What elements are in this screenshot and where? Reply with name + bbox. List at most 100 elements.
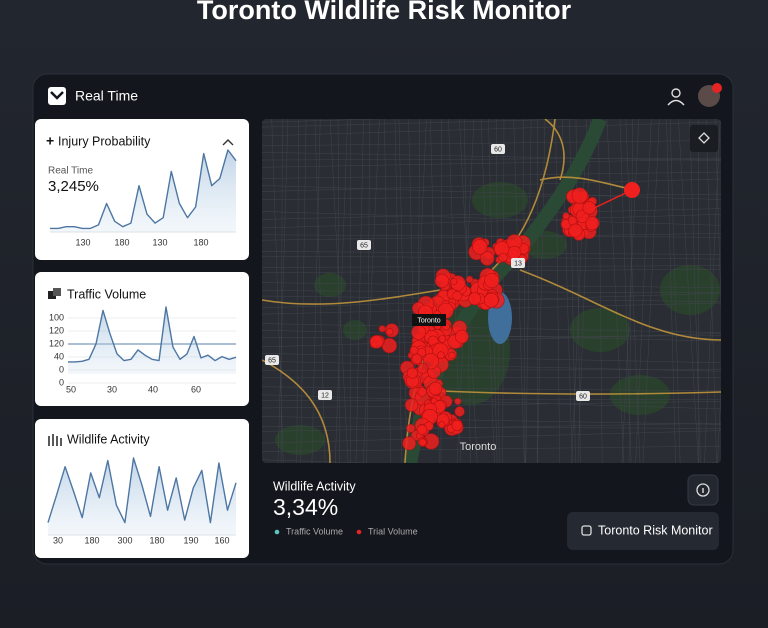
panel-title: Traffic Volume xyxy=(67,287,146,301)
street xyxy=(262,459,721,463)
incident-marker xyxy=(422,353,440,370)
street xyxy=(262,353,721,364)
incident-marker xyxy=(369,335,384,349)
map[interactable]: 60 13 65 12 60 65 Toronto Toronto xyxy=(245,110,734,491)
incident-marker xyxy=(507,245,522,260)
incident-marker xyxy=(624,182,640,198)
incident-marker xyxy=(466,275,474,284)
street xyxy=(669,119,681,463)
highway xyxy=(519,269,721,341)
incident-marker xyxy=(450,278,458,285)
street xyxy=(619,119,632,463)
street xyxy=(536,119,539,463)
street xyxy=(513,119,525,463)
panel-title: Injury Probability xyxy=(58,134,151,148)
traffic-icon xyxy=(48,288,61,299)
x-label: 30 xyxy=(53,535,63,545)
incident-marker xyxy=(448,351,456,360)
incident-marker xyxy=(438,421,446,429)
street xyxy=(262,119,721,128)
incident-marker xyxy=(454,406,465,417)
incident-marker xyxy=(404,398,419,412)
y-label: 0 xyxy=(59,377,64,387)
incident-marker xyxy=(386,328,394,336)
legend-label: Traffic Volume xyxy=(286,526,343,536)
x-label: 60 xyxy=(191,384,201,394)
wildlife-icon xyxy=(48,434,62,446)
road-label: 65 xyxy=(268,357,276,364)
street xyxy=(262,152,721,161)
panel-value: 3,245% xyxy=(48,178,99,195)
street xyxy=(262,335,721,338)
park xyxy=(660,265,720,315)
incident-marker xyxy=(585,216,600,231)
street xyxy=(523,119,526,463)
street xyxy=(666,119,676,463)
map-control[interactable] xyxy=(690,125,718,152)
street xyxy=(262,401,721,409)
x-label: 300 xyxy=(117,535,132,545)
incident-marker xyxy=(571,187,588,204)
collapse-icon[interactable] xyxy=(222,139,234,146)
incident-marker xyxy=(411,353,423,365)
x-label: 130 xyxy=(75,237,90,247)
incident-marker xyxy=(411,324,426,340)
street xyxy=(561,119,573,463)
street xyxy=(678,119,699,463)
incident-marker xyxy=(498,252,508,263)
street xyxy=(262,211,721,226)
incident-marker xyxy=(378,325,386,333)
risk-button[interactable] xyxy=(567,512,719,550)
incident-marker xyxy=(480,251,495,266)
street xyxy=(262,121,721,137)
avatar[interactable] xyxy=(698,83,722,107)
incident-marker xyxy=(406,367,418,379)
street xyxy=(642,119,660,463)
street xyxy=(262,386,721,392)
area xyxy=(68,307,236,374)
road-label: 12 xyxy=(321,392,329,399)
street xyxy=(577,119,591,463)
info-icon xyxy=(696,483,710,497)
footer-value: 3,34% xyxy=(273,494,338,520)
street xyxy=(277,119,289,463)
street xyxy=(262,445,721,452)
street xyxy=(262,171,721,179)
street xyxy=(262,416,721,425)
x-label: 180 xyxy=(84,535,99,545)
incident-marker xyxy=(417,387,427,397)
y-label: 100 xyxy=(49,312,64,322)
road-label: 60 xyxy=(579,393,587,400)
x-label: 190 xyxy=(183,535,198,545)
city-label: Toronto xyxy=(460,441,497,453)
incident-marker xyxy=(451,419,463,431)
panel-subtitle: Real Time xyxy=(48,166,93,177)
street xyxy=(262,193,721,200)
road-label: 13 xyxy=(514,260,522,267)
incident-marker xyxy=(568,223,583,238)
incident-marker xyxy=(454,397,462,405)
road-shield xyxy=(491,144,505,154)
incident-marker xyxy=(484,273,500,289)
street xyxy=(262,157,721,161)
street xyxy=(262,333,721,348)
x-label: 160 xyxy=(214,535,229,545)
line xyxy=(50,149,237,230)
y-label: 0 xyxy=(59,364,64,374)
incident-marker xyxy=(562,212,570,220)
button-label[interactable]: Toronto Risk Monitor xyxy=(598,523,713,537)
legend-dot xyxy=(356,529,362,535)
x-label: 50 xyxy=(66,384,76,394)
line xyxy=(47,457,237,524)
x-label: 180 xyxy=(114,237,129,247)
street xyxy=(621,119,640,463)
user-icon[interactable] xyxy=(667,88,685,106)
street xyxy=(262,178,721,192)
road-shield xyxy=(576,391,590,401)
street xyxy=(717,119,721,463)
legend-label: Trial Volume xyxy=(368,526,418,536)
street xyxy=(705,119,717,463)
street xyxy=(715,119,721,463)
incident-marker xyxy=(468,292,482,306)
